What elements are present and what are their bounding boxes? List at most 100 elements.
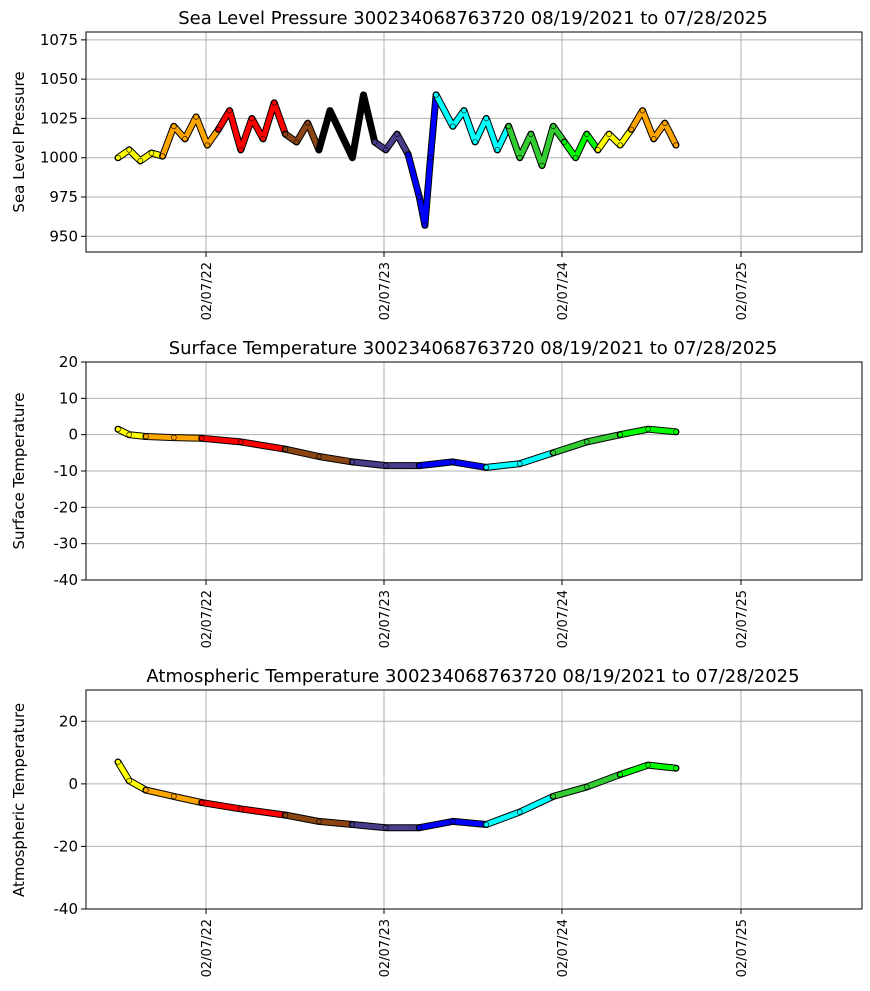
x-tick-label: 02/07/24 [556,919,571,977]
data-point [650,136,657,142]
data-point [383,824,389,831]
data-point [293,139,300,145]
data-point [673,428,679,435]
data-point [416,462,423,469]
x-tick-label: 02/07/22 [200,590,215,648]
x-ticks: 02/07/22 02/07/23 02/07/24 02/07/25 [200,909,750,977]
data-point [483,115,490,122]
data-point [115,426,121,433]
panel-surface-temperature: Surface Temperature 300234068763720 08/1… [10,338,863,648]
data-point [198,435,205,442]
data-point [433,92,439,98]
data-point [516,809,523,815]
data-point [282,131,289,137]
data-point [516,154,523,161]
chart-title: Surface Temperature 300234068763720 08/1… [169,338,778,359]
data-point [561,139,568,145]
y-tick-label: 20 [59,353,78,371]
data-point [628,126,635,133]
y-tick-label: 1075 [40,31,78,49]
data-point [483,464,490,471]
data-point [249,115,255,122]
data-series [114,425,680,471]
data-point [349,154,356,161]
data-point [645,426,651,433]
data-point [171,123,177,130]
data-point [126,147,132,153]
data-point [583,439,590,445]
data-point [528,131,534,137]
data-point [126,777,132,784]
data-point [505,123,512,130]
y-ticks: -40 -30 -20 -10 0 10 20 [54,353,86,589]
x-tick-label: 02/07/22 [200,919,215,977]
data-point [204,142,211,148]
y-tick-label: 0 [68,775,78,793]
y-tick-label: -40 [54,571,79,589]
data-point [182,136,188,142]
data-point [494,147,501,153]
data-point [583,784,590,790]
data-point [316,453,322,460]
x-tick-label: 02/07/25 [735,590,750,648]
data-point [115,759,121,765]
data-point [427,154,434,161]
y-axis-label: Atmospheric Temperature [10,703,28,897]
data-point [316,818,322,825]
data-point [405,151,411,158]
data-point [572,154,579,161]
x-tick-label: 02/07/24 [556,590,571,648]
data-point [143,787,149,793]
panel-sea-level-pressure: Sea Level Pressure 300234068763720 08/19… [10,8,863,320]
data-point [662,120,668,126]
data-point [550,450,557,456]
data-point [349,821,356,828]
data-point [472,139,478,145]
data-point [237,439,244,445]
data-point [416,824,423,831]
plot-frame [85,31,863,253]
data-point [383,462,389,469]
data-point [148,150,155,156]
data-point [422,222,428,229]
series-line [561,131,601,161]
data-point [645,762,651,768]
data-point [371,139,378,145]
data-point [159,153,166,159]
series-line [316,92,378,161]
plot-frame [85,361,863,581]
data-point [137,158,144,164]
y-tick-label: -40 [54,900,79,918]
plot-frame [85,689,863,910]
data-point [449,123,456,130]
data-point [226,107,233,114]
data-point [394,131,400,137]
data-point [383,147,389,153]
y-ticks: 950 975 1000 1025 1050 1075 [40,31,86,245]
y-tick-label: 0 [68,426,78,444]
data-point [237,806,244,812]
data-point [539,162,545,169]
data-point [606,131,612,137]
y-axis-label: Surface Temperature [10,393,28,550]
data-point [260,136,266,142]
x-tick-label: 02/07/23 [378,919,393,977]
data-point [349,459,356,465]
x-tick-label: 02/07/23 [378,262,393,320]
series-line [506,123,567,169]
y-tick-label: 1025 [40,109,78,127]
data-point [143,433,149,440]
data-point [360,92,367,98]
data-point [617,771,624,778]
x-tick-label: 02/07/22 [200,262,215,320]
y-tick-label: 1000 [40,149,78,167]
data-point [193,114,199,120]
y-axis-label: Sea Level Pressure [10,71,28,212]
y-tick-label: 975 [49,188,78,206]
x-tick-label: 02/07/24 [556,262,571,320]
y-tick-label: -20 [54,498,79,516]
data-point [449,818,456,825]
data-point [338,131,345,137]
chart-title: Sea Level Pressure 300234068763720 08/19… [178,8,768,29]
data-point [673,765,679,772]
